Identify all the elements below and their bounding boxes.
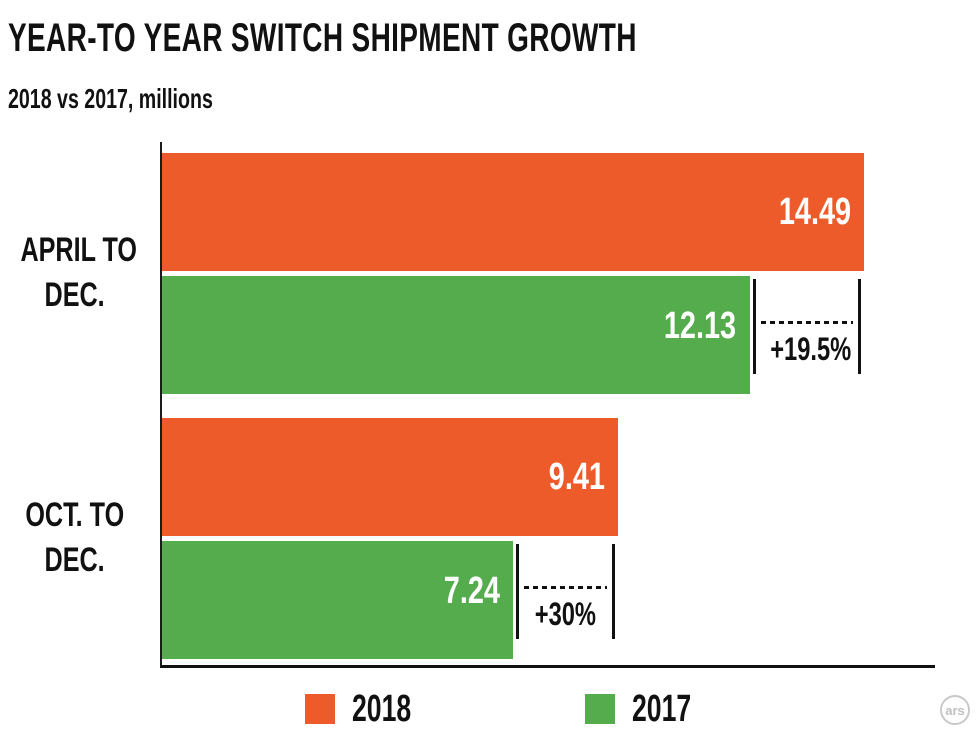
dashed-connector-line bbox=[760, 321, 853, 324]
legend-item-2017: 2017 bbox=[585, 688, 717, 730]
chart-subtitle-text: 2018 vs 2017, millions bbox=[8, 83, 213, 114]
bar-group-oct-to-dec: 9.41 7.24 +30% bbox=[162, 418, 935, 659]
plot-area: 14.49 12.13 +19.5% 9.41 7.24 +30% bbox=[160, 142, 935, 668]
chart-subtitle: 2018 vs 2017, millions bbox=[8, 82, 301, 116]
bar-2018-oct-to-dec: 9.41 bbox=[162, 418, 618, 536]
category-label-text: DEC. bbox=[44, 276, 106, 314]
chart-title-text: YEAR-TO YEAR SWITCH SHIPMENT GROWTH bbox=[8, 16, 637, 60]
legend-label-text: 2018 bbox=[352, 688, 412, 730]
category-label-line: OCT. TO bbox=[0, 493, 150, 538]
category-label-line: DEC. bbox=[0, 273, 150, 318]
category-label-oct-to-dec: OCT. TO DEC. bbox=[0, 493, 150, 583]
legend-item-2018: 2018 bbox=[305, 688, 437, 730]
bar-value-2018-april-to-dec: 14.49 bbox=[778, 190, 851, 233]
bar-value-2017-oct-to-dec: 7.24 bbox=[443, 569, 500, 612]
chart-title: YEAR-TO YEAR SWITCH SHIPMENT GROWTH bbox=[8, 14, 906, 62]
legend-swatch-2018 bbox=[305, 694, 335, 724]
growth-label-text: +30% bbox=[534, 596, 596, 632]
bar-2018-april-to-dec: 14.49 bbox=[162, 153, 864, 271]
bar-2017-april-to-dec: 12.13 bbox=[162, 276, 750, 394]
growth-label-text: +19.5% bbox=[769, 331, 851, 367]
growth-bracket-oct-to-dec: +30% bbox=[515, 544, 615, 639]
dashed-connector-line bbox=[523, 586, 607, 589]
category-label-line: APRIL TO bbox=[0, 228, 150, 273]
ars-logo-text: ars bbox=[945, 702, 965, 718]
legend-label-2017: 2017 bbox=[632, 688, 717, 730]
ars-technica-logo-icon: ars bbox=[940, 695, 970, 725]
category-label-text: OCT. TO bbox=[25, 496, 125, 534]
growth-label-april-to-dec: +19.5% bbox=[756, 330, 858, 368]
bar-value-2018-oct-to-dec: 9.41 bbox=[548, 455, 605, 498]
legend-label-text: 2017 bbox=[632, 688, 692, 730]
category-label-text: APRIL TO bbox=[20, 231, 137, 269]
bar-group-april-to-dec: 14.49 12.13 +19.5% bbox=[162, 153, 935, 394]
legend-swatch-2017 bbox=[585, 694, 615, 724]
category-label-april-to-dec: APRIL TO DEC. bbox=[0, 228, 150, 318]
legend-label-2018: 2018 bbox=[352, 688, 437, 730]
bar-value-2017-april-to-dec: 12.13 bbox=[664, 304, 737, 347]
growth-label-oct-to-dec: +30% bbox=[519, 595, 612, 633]
category-label-line: DEC. bbox=[0, 538, 150, 583]
growth-bracket-april-to-dec: +19.5% bbox=[752, 279, 861, 374]
bar-2017-oct-to-dec: 7.24 bbox=[162, 541, 513, 659]
category-label-text: DEC. bbox=[44, 541, 106, 579]
